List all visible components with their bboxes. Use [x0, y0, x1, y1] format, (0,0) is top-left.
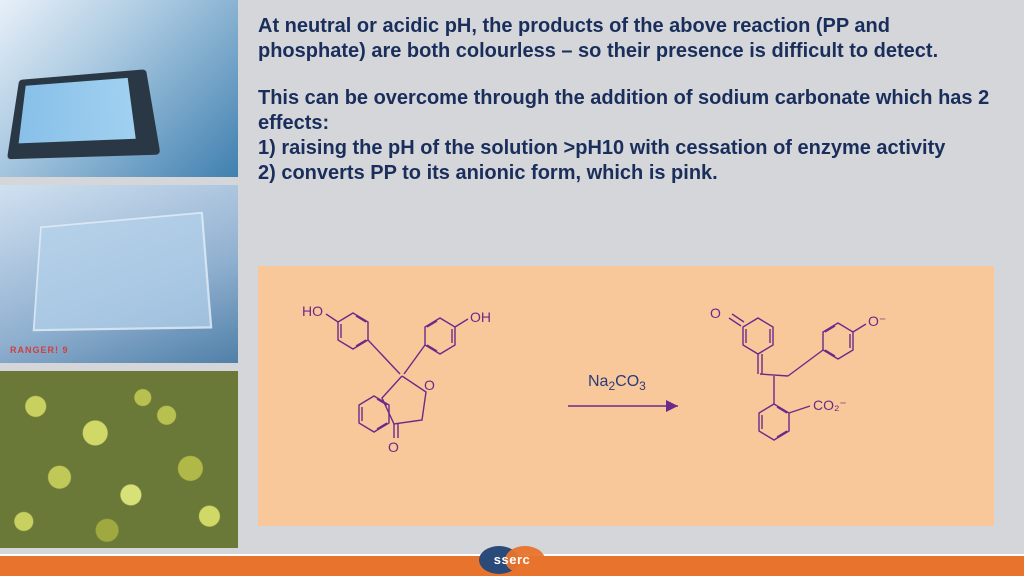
sidebar-image-gel-tray: RANGER! 9 — [0, 185, 238, 362]
paragraph-1: At neutral or acidic pH, the products of… — [258, 14, 998, 64]
logo-text: sserc — [479, 552, 545, 567]
label-CO2-minus: CO₂⁻ — [813, 397, 847, 413]
sidebar-image-label: RANGER! 9 — [10, 345, 69, 355]
sidebar-images: RANGER! 9 — [0, 0, 238, 548]
label-HO: HO — [302, 303, 323, 319]
sidebar-image-lab-laptop — [0, 0, 238, 177]
label-OH: OH — [470, 309, 491, 325]
main-text: At neutral or acidic pH, the products of… — [258, 14, 998, 208]
right-molecule: O O⁻ — [710, 305, 886, 440]
label-O-quinone: O — [710, 305, 721, 321]
label-O-ring: O — [424, 377, 435, 393]
paragraph-2-item1: 1) raising the pH of the solution >pH10 … — [258, 137, 945, 159]
label-O-carbonyl: O — [388, 439, 399, 455]
left-molecule: HO OH O O — [302, 303, 491, 455]
paragraph-2: This can be overcome through the additio… — [258, 86, 998, 186]
reagent-label: Na2CO3 — [588, 373, 646, 393]
sidebar-image-seaweed — [0, 371, 238, 548]
logo-sserc: sserc — [479, 546, 545, 574]
paragraph-2-intro: This can be overcome through the additio… — [258, 87, 989, 134]
paragraph-2-item2: 2) converts PP to its anionic form, whic… — [258, 162, 718, 184]
chemistry-diagram: HO OH O O — [258, 266, 994, 526]
reaction-arrow: Na2CO3 — [568, 373, 678, 412]
reaction-svg: HO OH O O — [258, 266, 994, 526]
label-O-minus: O⁻ — [868, 313, 886, 329]
